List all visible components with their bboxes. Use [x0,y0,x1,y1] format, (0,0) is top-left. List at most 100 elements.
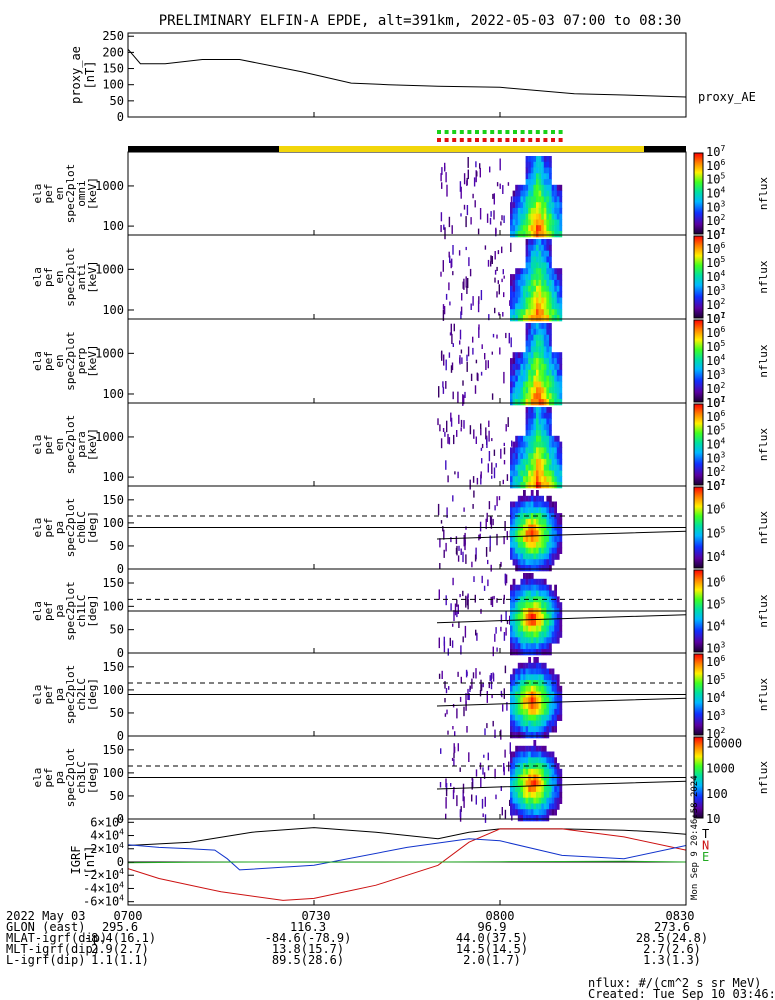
flux-cell [528,602,531,609]
flux-cell [512,559,516,566]
flux-cell [536,685,539,693]
flux-cell [559,315,563,322]
flux-streak [452,245,454,255]
flux-cell [515,297,518,304]
flux-streak [445,813,447,819]
colorbar-tick-label: 102 [706,381,725,396]
flux-cell [538,315,542,322]
flux-cell [554,369,557,377]
flux-cell [543,274,547,281]
flux-cell [551,559,555,566]
science-marker-red [551,138,555,142]
flux-cell [533,613,537,621]
flux-cell [533,559,537,566]
spec-ylabel-word: ch0LC [75,511,88,544]
flux-cell [528,745,531,753]
flux-cell [554,803,557,810]
flux-cell [523,358,526,365]
flux-cell [543,363,547,371]
flux-cell [517,768,521,776]
flux-cell [541,703,544,710]
flux-cell [512,274,516,281]
flux-cell [549,285,552,293]
flux-cell [525,786,529,793]
flux-cell [520,381,524,388]
flux-streak [483,585,486,591]
flux-cell [546,167,550,174]
flux-streak [484,796,486,807]
flux-cell [536,657,539,664]
flux-cell [525,464,529,471]
flux-cell [510,541,513,549]
flux-cell [533,291,537,298]
flux-cell [533,309,537,316]
flux-cell [525,207,529,215]
flux-streak [480,777,482,788]
flux-cell [554,458,557,466]
flux-cell [536,726,539,733]
flux-cell [517,274,521,281]
flux-cell [543,340,547,347]
flux-cell [525,625,529,632]
flux-cell [512,458,516,466]
flux-cell [556,602,560,609]
flux-cell [525,590,529,597]
flux-cell [530,196,534,203]
flux-cell [533,732,537,739]
flux-streak [460,349,463,354]
flux-cell [510,726,513,733]
flux-cell [515,541,518,549]
flux-cell [517,381,521,388]
flux-cell [549,424,552,431]
flux-cell [510,315,513,322]
flux-cell [512,476,516,483]
flux-cell [515,518,518,526]
ephem-value: 14.5(14.5) [456,942,528,956]
colorbar-label: nflux [757,177,770,210]
flux-streak [491,393,494,400]
flux-cell [538,358,542,365]
flux-cell [549,453,552,460]
loss-cone-line [436,614,687,624]
flux-cell [530,464,534,471]
flux-cell [559,613,563,621]
flux-cell [530,393,534,400]
flux-cell [512,768,516,776]
ephem-value: 273.6 [654,920,690,934]
flux-cell [536,291,539,298]
flux-cell [517,303,521,310]
flux-cell [515,274,518,281]
flux-cell [533,507,537,514]
flux-cell [551,501,555,508]
spec-ytick-label: 100 [102,303,124,317]
spec-ytick-label: 50 [110,789,124,803]
flux-cell [543,703,547,710]
flux-cell [543,613,547,621]
flux-cell [541,274,544,281]
flux-cell [512,507,516,514]
spectrogram-panel-2 [438,323,563,406]
flux-cell [525,495,529,503]
flux-streak [506,702,508,711]
flux-cell [541,412,544,420]
flux-cell [538,470,542,477]
ephem-value: 1.1(1.1) [91,953,149,967]
spec-ylabel-word: para [75,431,88,458]
flux-cell [543,602,547,609]
flux-streak [480,474,482,485]
flux-cell [533,703,537,710]
flux-streak [459,809,462,818]
flux-cell [543,262,547,269]
flux-cell [510,225,513,232]
flux-streak [445,688,448,694]
flux-cell [556,231,560,238]
colorbar-4 [693,486,704,569]
flux-cell [538,202,542,209]
flux-cell [530,447,534,454]
flux-cell [549,751,552,758]
flux-streak [442,526,444,532]
colorbar-label-text: nflux [757,594,770,627]
flux-cell [533,458,537,466]
flux-cell [546,625,550,632]
